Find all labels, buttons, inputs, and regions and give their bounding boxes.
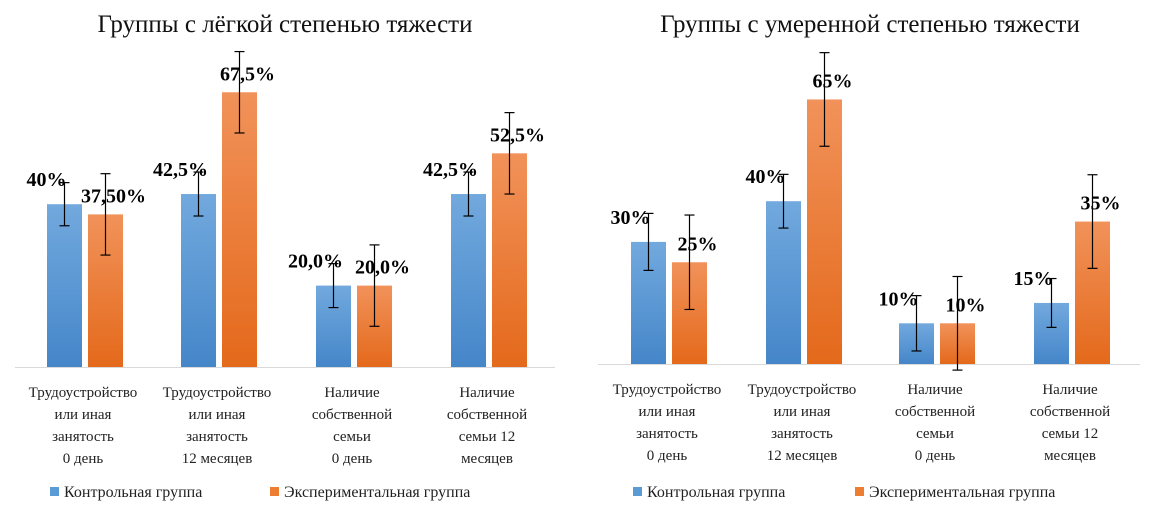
category-label-line: 0 день (647, 448, 688, 464)
category-label: Трудоустройство или иная занятость 0 день (29, 385, 138, 467)
data-label: 20,0% (288, 251, 343, 273)
category-label: Наличие собственной семьи 12 месяцев (1030, 382, 1110, 464)
legend-label: Контрольная группа (647, 484, 785, 501)
category-label-line: Трудоустройство (613, 382, 722, 398)
category-label-line: 0 день (63, 451, 104, 467)
bar-control (47, 204, 82, 367)
category-label-line: собственной (447, 407, 527, 423)
legend-swatch (50, 487, 59, 496)
category-label-line: 12 месяцев (182, 451, 253, 467)
legend-swatch (633, 487, 642, 496)
data-label: 15% (1014, 268, 1054, 290)
data-label: 10% (946, 294, 986, 316)
legend-label: Экспериментальная группа (869, 484, 1055, 501)
category-label-line: или иная (774, 404, 831, 420)
category-label-line: семьи 12 (1042, 426, 1099, 442)
category-label-line: месяцев (461, 451, 513, 467)
category-label-line: занятость (52, 429, 114, 445)
category-label-line: собственной (312, 407, 392, 423)
category-label-line: собственной (1030, 404, 1110, 420)
data-label: 40% (746, 166, 786, 188)
data-label: 67,5% (220, 63, 275, 85)
legend-swatch (855, 487, 864, 496)
category-label: Трудоустройство или иная занятость 12 месяц… (163, 385, 272, 467)
chart-title: Группы с умеренной степенью тяжести (660, 11, 1080, 38)
category-label-line: 0 день (915, 448, 956, 464)
category-label-line: или иная (639, 404, 696, 420)
category-label: Наличие собственной семьи 0 день (312, 385, 392, 467)
bar-experimental (222, 92, 257, 368)
category-label-line: 0 день (332, 451, 373, 467)
category-label-line: Трудоустройство (29, 385, 138, 401)
category-label-line: Наличие (324, 385, 380, 401)
data-label: 35% (1081, 193, 1121, 215)
legend-swatch (270, 487, 279, 496)
data-label: 10% (879, 288, 919, 310)
category-label-line: месяцев (1044, 448, 1096, 464)
data-label: 25% (678, 233, 718, 255)
category-label-line: Наличие (459, 385, 515, 401)
category-label: Наличие собственной семьи 12 месяцев (447, 385, 527, 467)
legend-label: Контрольная группа (64, 484, 202, 501)
category-label-line: Трудоустройство (163, 385, 272, 401)
data-label: 42,5% (153, 159, 208, 181)
data-label: 20,0% (355, 257, 410, 279)
bar-control (451, 194, 486, 367)
chart-1: Группы с лёгкой степенью тяжести Трудоуст… (15, 11, 555, 501)
category-label-line: или иная (55, 407, 112, 423)
category-label: Трудоустройство или иная занятость 0 день (613, 382, 722, 464)
data-label: 30% (611, 207, 651, 229)
category-label-line: семьи (333, 429, 371, 445)
category-label-line: занятость (636, 426, 698, 442)
bar-control (181, 194, 216, 367)
category-label-line: 12 месяцев (767, 448, 838, 464)
chart-2: Группы с умеренной степенью тяжести Трудо… (598, 11, 1140, 501)
data-label: 65% (813, 70, 853, 92)
category-label-line: Наличие (907, 382, 963, 398)
category-label-line: Наличие (1042, 382, 1098, 398)
category-label-line: собственной (895, 404, 975, 420)
category-label-line: Трудоустройство (748, 382, 857, 398)
legend-label: Экспериментальная группа (284, 484, 470, 501)
data-label: 52,5% (490, 124, 545, 146)
category-label: Наличие собственной семьи 0 день (895, 382, 975, 464)
chart-title: Группы с лёгкой степенью тяжести (98, 11, 473, 38)
data-label: 37,50% (81, 185, 146, 207)
data-label: 40% (27, 169, 67, 191)
category-label-line: семьи 12 (459, 429, 516, 445)
data-label: 42,5% (423, 159, 478, 181)
category-label-line: или иная (189, 407, 246, 423)
category-label-line: семьи (916, 426, 954, 442)
category-label: Трудоустройство или иная занятость 12 месяц… (748, 382, 857, 464)
category-label-line: занятость (771, 426, 833, 442)
category-label-line: занятость (186, 429, 248, 445)
